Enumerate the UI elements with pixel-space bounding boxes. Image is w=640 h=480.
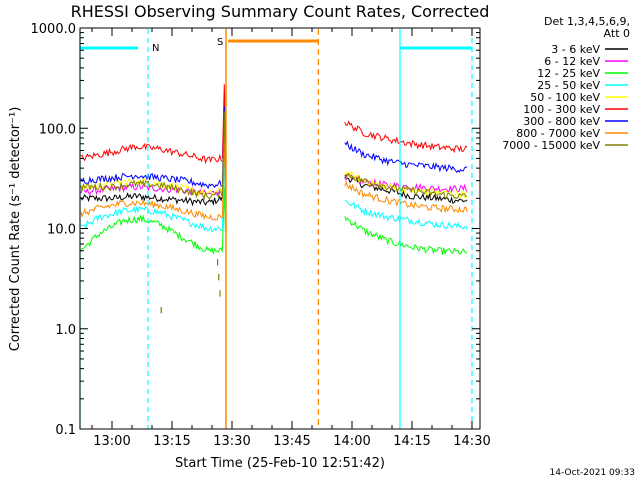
saa-label: S [217,37,223,48]
series-7000-15000-kev [80,111,468,200]
legend-label: 6 - 12 keV [544,55,600,68]
series-trace [344,170,468,199]
series-trace [80,206,223,233]
night-label: N [152,43,159,54]
series-12-25-kev [80,187,468,256]
y-tick-label: 10.0 [47,223,76,238]
series-trace [80,198,223,221]
series-trace [344,199,468,230]
y-tick-label: 1.0 [55,323,76,338]
series-trace [80,142,223,165]
flare-spike [221,187,226,251]
x-tick-label: 13:15 [153,434,190,449]
series-trace [344,216,468,256]
legend-label: 50 - 100 keV [530,91,600,104]
x-axis-label: Start Time (25-Feb-10 12:51:42) [175,456,385,471]
x-tick-label: 14:15 [393,434,430,449]
legend-header: Det 1,3,4,5,6,9, [544,15,630,28]
series-trace [344,179,468,214]
chart-title: RHESSI Observing Summary Count Rates, Co… [71,2,490,21]
series-trace [344,120,468,154]
y-tick-label: 1000.0 [31,22,77,37]
series-trace [80,179,223,200]
data-layer [80,84,468,314]
legend-label: 300 - 800 keV [523,115,600,128]
axis-ticks: 13:00 13:15 13:30 13:45 14:00 14:15 14:30 0.1 1.… [31,22,491,449]
flare-spike [221,111,226,195]
series-trace [344,173,468,200]
y-tick-label: 0.1 [55,423,76,438]
legend-label: 100 - 300 keV [523,103,600,116]
y-tick-label: 100.0 [39,122,76,137]
x-tick-label: 14:30 [453,434,490,449]
legend-label: 3 - 6 keV [551,43,600,56]
series-trace [80,214,223,254]
y-axis-label: Corrected Count Rate (s⁻¹ detector⁻¹) [8,107,23,352]
legend-label: 12 - 25 keV [537,67,600,80]
x-tick-label: 13:00 [93,434,130,449]
series-trace [80,172,223,190]
series-trace [344,140,468,174]
legend-label: 800 - 7000 keV [516,127,600,140]
x-tick-label: 13:45 [273,434,310,449]
legend-label: 25 - 50 keV [537,79,600,92]
legend-label: 7000 - 15000 keV [502,139,600,152]
x-tick-label: 13:30 [213,434,250,449]
series-trace [80,192,223,207]
legend-header: Att 0 [604,27,630,40]
timestamp: 14-Oct-2021 09:33 [550,468,635,478]
x-tick-label: 14:00 [333,434,370,449]
